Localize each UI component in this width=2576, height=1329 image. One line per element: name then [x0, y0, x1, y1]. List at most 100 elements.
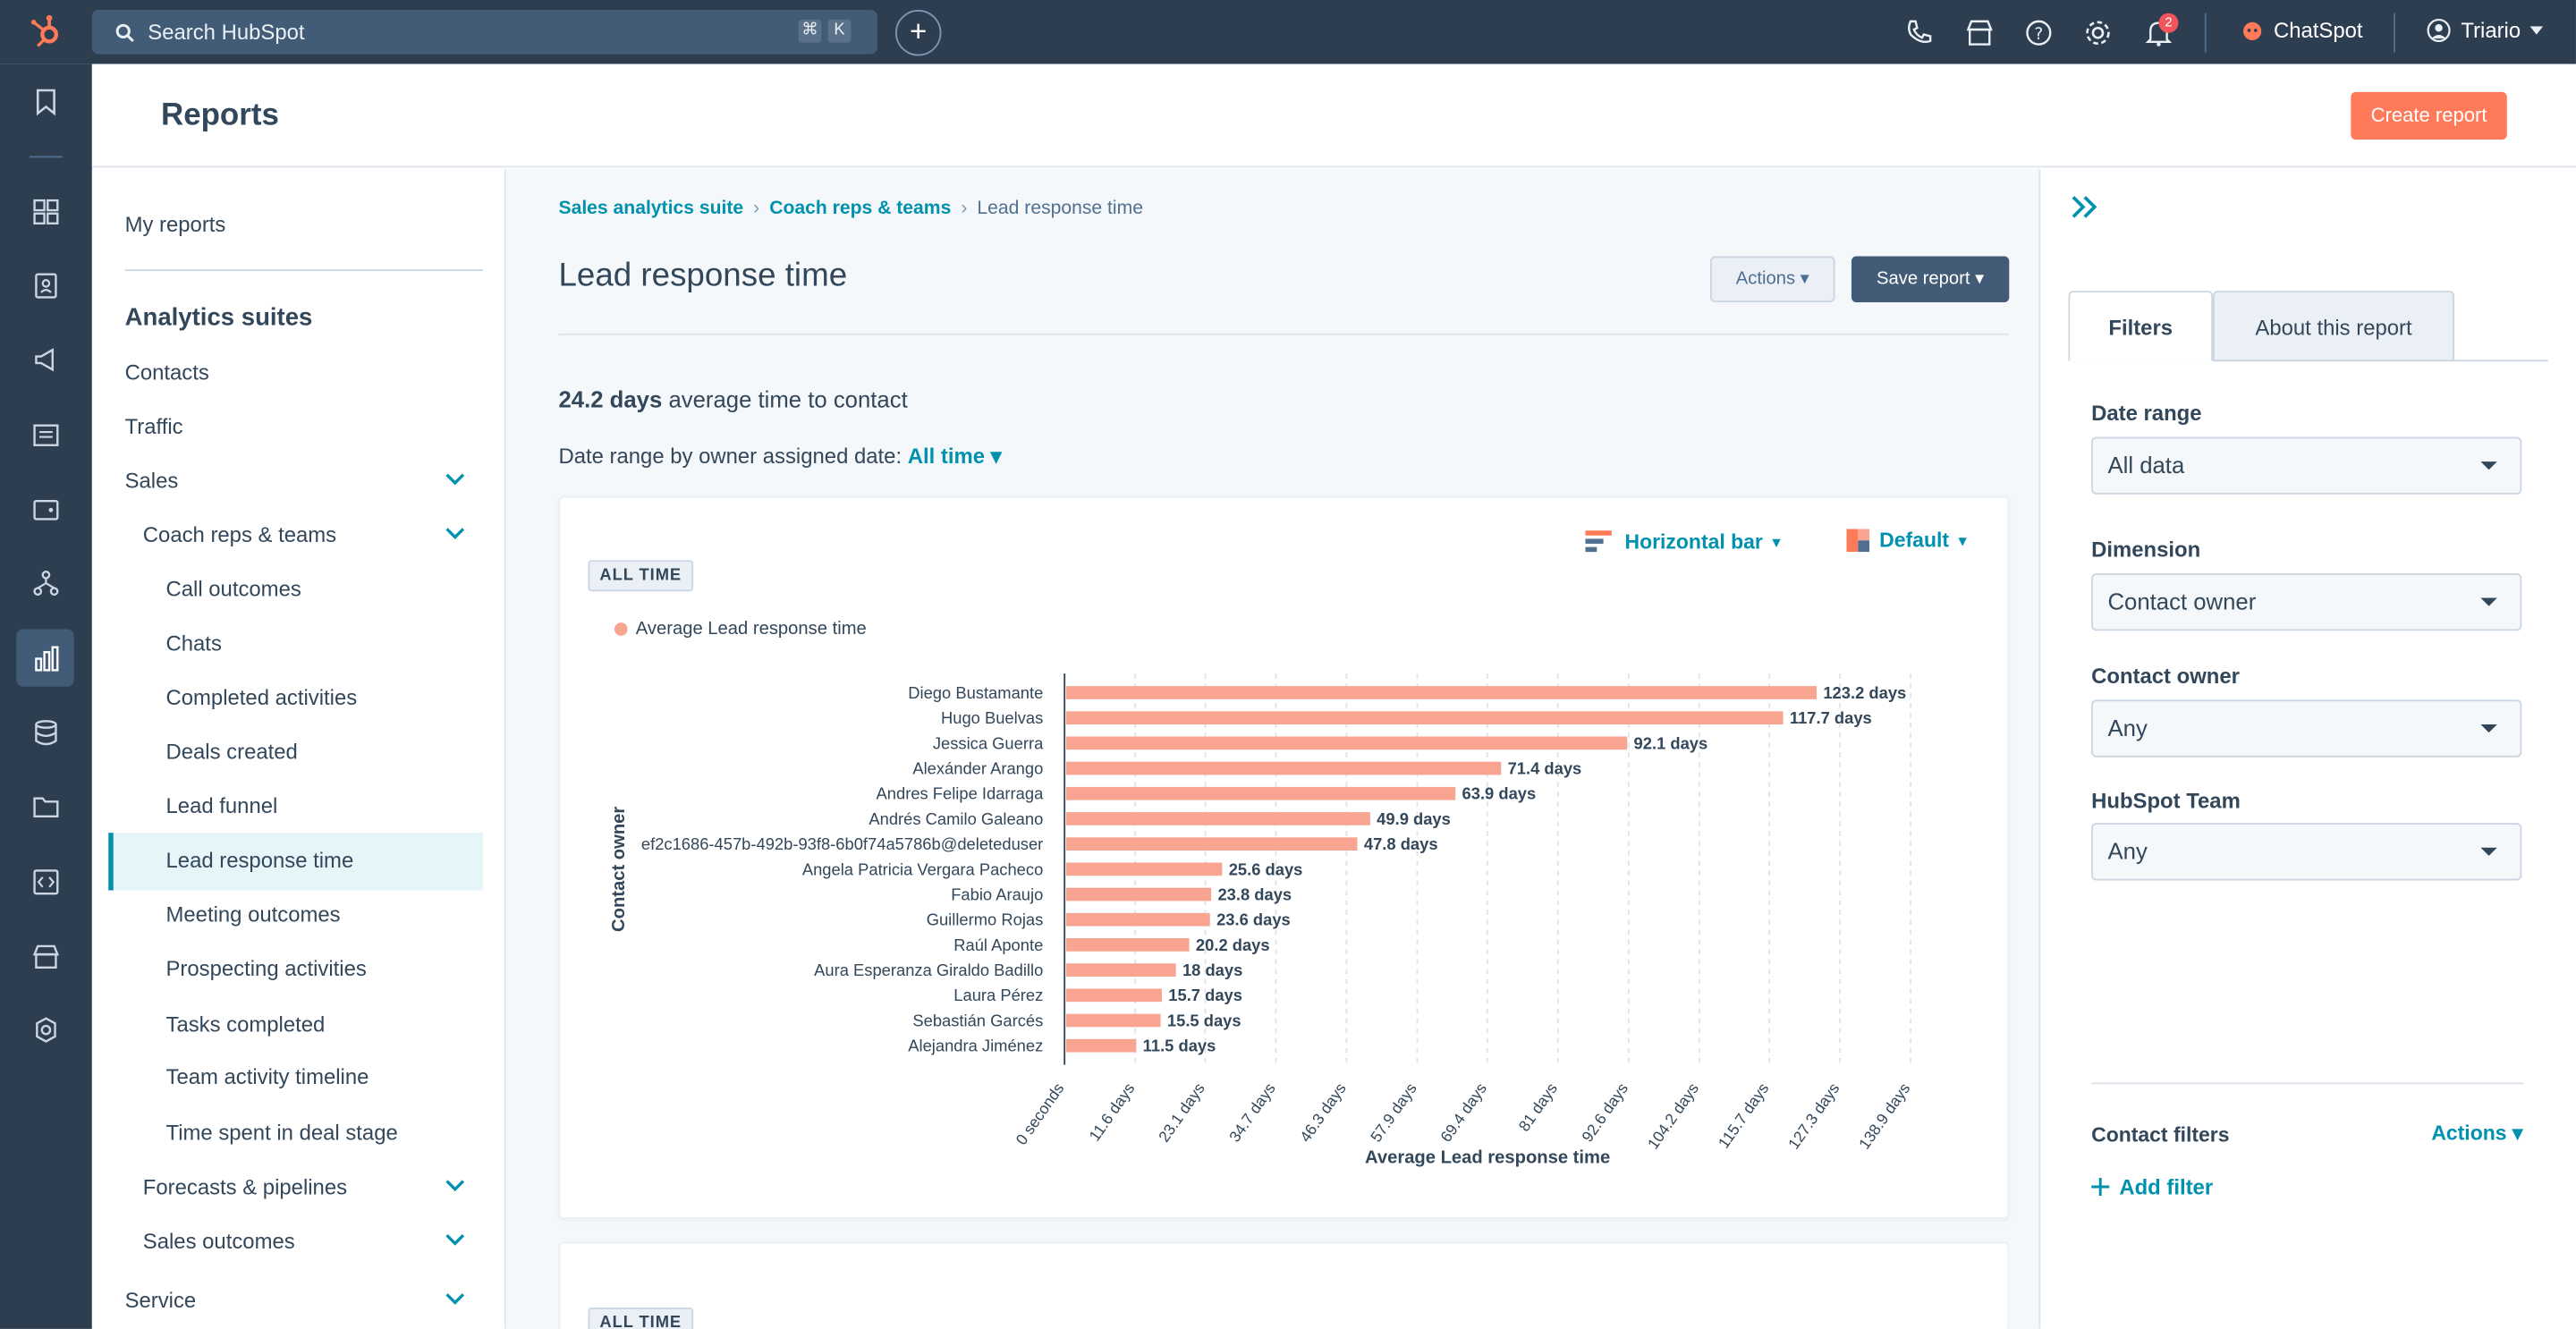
search-input[interactable]: Search HubSpot ⌘ K — [91, 10, 877, 55]
page-header: Reports Create report — [91, 63, 2576, 168]
left-rail — [0, 63, 92, 1329]
date-range-label: Date range by owner assigned date: — [558, 443, 902, 469]
nav-item-sales[interactable]: Sales — [124, 468, 179, 494]
content-icon[interactable] — [31, 420, 61, 450]
nav-selected-highlight — [108, 833, 483, 891]
chevron-down-icon[interactable] — [445, 1292, 465, 1306]
user-name: Triario — [2461, 18, 2521, 43]
marketplace-icon[interactable] — [1965, 18, 1995, 47]
create-report-button[interactable]: Create report — [2351, 91, 2507, 140]
caret-down-icon — [2480, 724, 2497, 733]
actions-dropdown-button[interactable]: Actions ▾ — [1710, 256, 1835, 302]
marketplace-store-icon[interactable] — [31, 941, 61, 970]
hubspot-logo-icon[interactable] — [28, 13, 64, 49]
chevron-down-icon[interactable] — [445, 1180, 465, 1193]
chevron-down-icon[interactable] — [445, 473, 465, 487]
chart-type-dropdown[interactable]: Horizontal bar ▾ — [1585, 529, 1780, 554]
user-menu[interactable]: Triario — [2427, 18, 2544, 43]
nav-item-call-outcomes[interactable]: Call outcomes — [165, 576, 301, 602]
hubspot-team-select[interactable]: Any — [2091, 823, 2522, 881]
nav-item-sales-outcomes[interactable]: Sales outcomes — [142, 1228, 295, 1254]
chatspot-button[interactable]: ChatSpot — [2241, 18, 2363, 43]
x-tick-label: 92.6 days — [1578, 1079, 1631, 1146]
nav-item-meeting-outcomes[interactable]: Meeting outcomes — [165, 902, 341, 927]
contacts-icon[interactable] — [31, 271, 61, 301]
nav-item-forecasts-pipelines[interactable]: Forecasts & pipelines — [142, 1174, 348, 1199]
title-divider — [558, 333, 2010, 335]
bar-value-label: 49.9 days — [1377, 809, 1451, 828]
breadcrumb-link[interactable]: Sales analytics suite — [558, 199, 744, 219]
x-tick-label: 0 seconds — [1012, 1079, 1067, 1148]
y-category-label: Alexánder Arango — [912, 758, 1043, 777]
help-icon[interactable]: ? — [2024, 18, 2054, 47]
tab-about-this-report[interactable]: About this report — [2213, 291, 2455, 362]
nav-section-title: Analytics suites — [124, 303, 313, 333]
y-category-label: Fabio Araujo — [951, 885, 1043, 903]
developer-code-icon[interactable] — [31, 868, 61, 897]
chevron-down-icon[interactable] — [445, 528, 465, 541]
marketing-megaphone-icon[interactable] — [31, 345, 61, 375]
bookmark-icon[interactable] — [31, 87, 61, 116]
chart-legend: Average Lead response time — [614, 619, 867, 639]
settings-gear-icon[interactable] — [31, 1015, 61, 1045]
save-report-button[interactable]: Save report ▾ — [1851, 256, 2010, 302]
automation-workflow-icon[interactable] — [31, 568, 61, 597]
chatspot-icon — [2243, 21, 2262, 40]
bar — [1066, 686, 1818, 699]
nav-item-coach-reps-teams[interactable]: Coach reps & teams — [142, 522, 337, 547]
color-theme-label: Default — [1879, 529, 1950, 553]
dimension-select[interactable]: Contact owner — [2091, 573, 2522, 631]
nav-item-time-spent-in-deal-stage[interactable]: Time spent in deal stage — [165, 1120, 398, 1146]
date-range-pill: ALL TIME — [588, 1308, 693, 1329]
nav-item-chats[interactable]: Chats — [165, 631, 222, 656]
search-shortcut: ⌘ K — [798, 20, 852, 43]
y-category-label: Aura Esperanza Giraldo Badillo — [814, 961, 1043, 979]
y-category-label: Hugo Buelvas — [941, 708, 1043, 727]
topbar-divider — [2204, 13, 2207, 53]
nav-item-prospecting-activities[interactable]: Prospecting activities — [165, 955, 367, 981]
add-filter-label: Add filter — [2119, 1174, 2214, 1199]
nav-item-lead-funnel[interactable]: Lead funnel — [165, 793, 278, 818]
chevron-down-icon[interactable] — [445, 1233, 465, 1247]
nav-item-lead-response-time[interactable]: Lead response time — [165, 847, 354, 873]
nav-my-reports[interactable]: My reports — [124, 211, 226, 237]
library-folder-icon[interactable] — [31, 791, 61, 821]
collapse-panel-icon[interactable] — [2068, 192, 2101, 222]
create-new-button[interactable]: + — [895, 10, 942, 56]
date-range-dropdown[interactable]: All time ▾ — [907, 443, 1002, 469]
dimension-label: Dimension — [2091, 537, 2201, 563]
contact-owner-label: Contact owner — [2091, 664, 2240, 689]
breadcrumb-link[interactable]: Coach reps & teams — [769, 199, 952, 219]
phone-icon[interactable] — [1904, 18, 1934, 47]
x-tick-label: 138.9 days — [1855, 1079, 1913, 1153]
nav-item-team-activity-timeline[interactable]: Team activity timeline — [165, 1064, 369, 1089]
nav-item-contacts[interactable]: Contacts — [124, 360, 209, 385]
search-icon — [115, 22, 134, 42]
nav-item-service[interactable]: Service — [124, 1287, 197, 1313]
add-filter-button[interactable]: Add filter — [2091, 1174, 2213, 1199]
workspaces-grid-icon[interactable] — [31, 197, 61, 226]
color-theme-dropdown[interactable]: Default ▾ — [1846, 529, 1967, 553]
y-category-label: Andrés Camilo Galeano — [869, 809, 1043, 828]
nav-item-completed-activities[interactable]: Completed activities — [165, 684, 358, 710]
date-range-label: Date range — [2091, 401, 2202, 426]
x-tick-label: 69.4 days — [1436, 1079, 1490, 1146]
nav-item-tasks-completed[interactable]: Tasks completed — [165, 1012, 326, 1037]
nav-item-traffic[interactable]: Traffic — [124, 413, 183, 439]
sales-wallet-icon[interactable] — [31, 495, 61, 524]
date-range-select[interactable]: All data — [2091, 436, 2522, 495]
reports-chart-icon[interactable] — [31, 644, 61, 673]
bar-value-label: 18 days — [1182, 961, 1242, 979]
contact-filters-actions-dropdown[interactable]: Actions ▾ — [2431, 1122, 2523, 1146]
data-database-icon[interactable] — [31, 718, 61, 748]
x-tick-label: 23.1 days — [1155, 1079, 1208, 1146]
chevron-down-icon: ▾ — [1959, 531, 1967, 548]
contact-owner-select[interactable]: Any — [2091, 699, 2522, 758]
tab-filters[interactable]: Filters — [2068, 291, 2214, 362]
panel-tabs: Filters About this report — [2068, 291, 2548, 362]
settings-gear-icon[interactable] — [2083, 18, 2113, 47]
filters-panel: Filters About this report Date range All… — [2038, 169, 2576, 1329]
actions-label: Actions — [1735, 269, 1796, 290]
nav-item-deals-created[interactable]: Deals created — [165, 739, 298, 765]
x-tick-label: 115.7 days — [1715, 1079, 1773, 1152]
